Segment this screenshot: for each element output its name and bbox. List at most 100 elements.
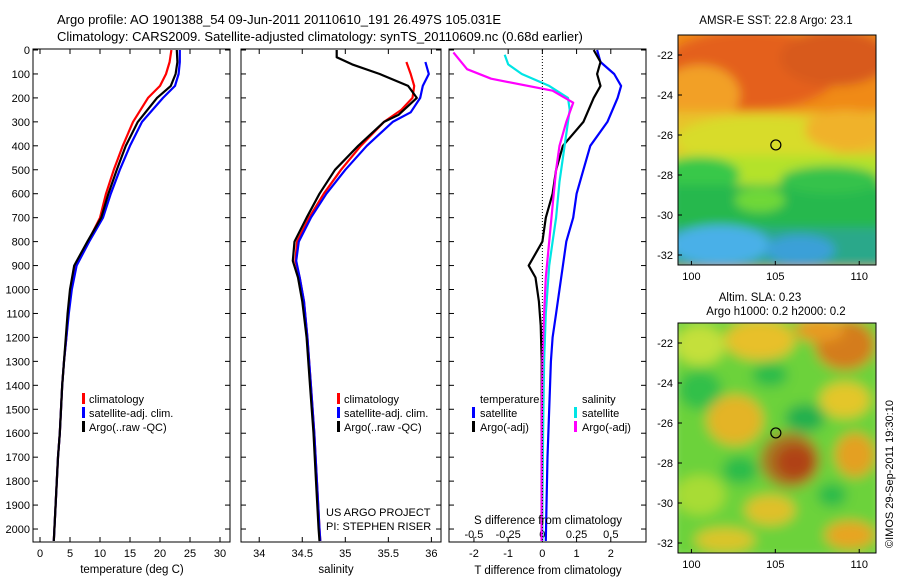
legend-swatch-satellite (82, 407, 85, 418)
depth-tick-label: 600 (12, 189, 30, 201)
depth-tick-label: 1700 (6, 452, 30, 464)
x-tick-label: 20 (154, 548, 166, 560)
series-line-t-satellite (544, 49, 623, 542)
map-y-tick-label: -26 (657, 418, 673, 430)
depth-tick-label: 700 (12, 213, 30, 225)
legend-swatch-s-satellite (574, 407, 577, 418)
argo-location-marker (770, 427, 782, 439)
difference-legend: temperature salinity satellite Argo(-adj… (472, 394, 631, 434)
legend-t-satellite: satellite (480, 408, 517, 420)
x-tick-label: 34 (253, 548, 265, 560)
salinity-series (291, 50, 430, 542)
depth-tick-label: 2000 (6, 524, 30, 536)
legend-title-salinity: salinity (582, 394, 616, 406)
x-tick-label: 15 (124, 548, 136, 560)
temperature-axes (32, 48, 231, 543)
map-y-tick-label: -24 (657, 90, 673, 102)
legend-swatch-satellite (337, 407, 340, 418)
map-x-tick-label: 110 (850, 559, 868, 571)
map-y-tick-label: -30 (657, 210, 673, 222)
depth-tick-label: 100 (12, 69, 30, 81)
map-y-tick-label: -26 (657, 130, 673, 142)
legend-argo: Argo(..raw -QC) (344, 422, 422, 434)
salinity-legend: climatology satellite-adj. clim. Argo(..… (337, 393, 428, 434)
x-tick-label: -1 (503, 548, 513, 560)
depth-tick-label: 1000 (6, 285, 30, 297)
legend-swatch-climatology (82, 393, 85, 404)
s-tick-label: 0.25 (566, 529, 587, 541)
map-y-tick-label: -28 (657, 170, 673, 182)
depth-tick-label: 1600 (6, 428, 30, 440)
legend-swatch-argo (337, 421, 340, 432)
imos-timestamp: ©IMOS 29-Sep-2011 19:30:10 (884, 400, 896, 548)
x-tick-label: 1 (574, 548, 580, 560)
depth-tick-label: 200 (12, 93, 30, 105)
sla-map-ticks: 100 105 110 -22 -24 -26 -28 -30 -32 (657, 338, 868, 571)
x-tick-label: 36 (425, 548, 437, 560)
series-line-s-argo-adj (452, 51, 575, 541)
depth-tick-label: 300 (12, 117, 30, 129)
x-tick-label: 34.5 (292, 548, 313, 560)
legend-swatch-climatology (337, 393, 340, 404)
depth-tick-label: 1900 (6, 500, 30, 512)
x-tick-label: 2 (608, 548, 614, 560)
map-y-tick-label: -32 (657, 538, 673, 550)
map-x-tick-label: 110 (850, 271, 868, 283)
header-title-line2: Climatology: CARS2009. Satellite-adjuste… (57, 29, 583, 44)
x-tick-label: 35.5 (378, 548, 399, 560)
legend-satellite: satellite-adj. clim. (344, 408, 428, 420)
map-y-tick-label: -22 (657, 338, 673, 350)
series-line-t-argo-adj (527, 49, 602, 541)
salinity-axes (240, 48, 442, 543)
series-line-s-satellite (503, 54, 571, 541)
legend-climatology: climatology (89, 394, 145, 406)
x-tick-label: 30 (214, 548, 226, 560)
depth-tick-label: 0 (24, 45, 30, 57)
map-y-tick-label: -30 (657, 498, 673, 510)
series-line-argo-raw-qc (52, 49, 179, 542)
x-tick-label: 0 (539, 548, 545, 560)
difference-axes (448, 48, 647, 543)
map-x-tick-label: 100 (682, 271, 700, 283)
argo-location-marker (770, 139, 782, 151)
depth-tick-label: 1200 (6, 332, 30, 344)
difference-series (452, 49, 623, 542)
s-difference-label: S difference from climatology (474, 515, 622, 527)
sla-map-title-line2: Argo h1000: 0.2 h2000: 0.2 (706, 306, 845, 318)
legend-climatology: climatology (344, 394, 400, 406)
t-difference-label: T difference from climatology (474, 565, 621, 577)
sst-map-title: AMSR-E SST: 22.8 Argo: 23.1 (699, 15, 852, 27)
depth-tick-label: 900 (12, 261, 30, 273)
salinity-ticks: 34 34.5 35 35.5 36 (241, 49, 441, 560)
sst-map-frame (677, 34, 877, 266)
salinity-xlabel: salinity (318, 564, 353, 576)
x-tick-label: 0 (37, 548, 43, 560)
series-line-climatology (294, 61, 416, 542)
pi-credit: PI: STEPHEN RISER (326, 521, 431, 533)
depth-tick-label: 400 (12, 141, 30, 153)
x-tick-label: 10 (94, 548, 106, 560)
map-y-tick-label: -32 (657, 250, 673, 262)
sla-map-image (678, 323, 876, 553)
legend-t-argo: Argo(-adj) (480, 422, 529, 434)
series-line-argo-raw-qc (291, 50, 418, 542)
s-tick-label: -0.5 (464, 529, 483, 541)
legend-title-temperature: temperature (480, 394, 539, 406)
series-line-satellite-adj-clim (52, 50, 181, 542)
depth-tick-label: 1100 (6, 308, 30, 320)
legend-satellite: satellite-adj. clim. (89, 408, 173, 420)
x-tick-label: 25 (184, 548, 196, 560)
legend-argo: Argo(..raw -QC) (89, 422, 167, 434)
legend-swatch-argo (82, 421, 85, 432)
temperature-series (52, 49, 181, 542)
depth-tick-label: 1300 (6, 356, 30, 368)
legend-s-argo: Argo(-adj) (582, 422, 631, 434)
map-x-tick-label: 100 (682, 559, 700, 571)
sla-map-frame (677, 322, 877, 554)
depth-tick-label: 800 (12, 237, 30, 249)
project-credit: US ARGO PROJECT (326, 507, 431, 519)
legend-swatch-t-satellite (472, 407, 475, 418)
temperature-ticks: 0100200300400500600700800900100011001200… (6, 45, 230, 560)
map-x-tick-label: 105 (766, 559, 784, 571)
